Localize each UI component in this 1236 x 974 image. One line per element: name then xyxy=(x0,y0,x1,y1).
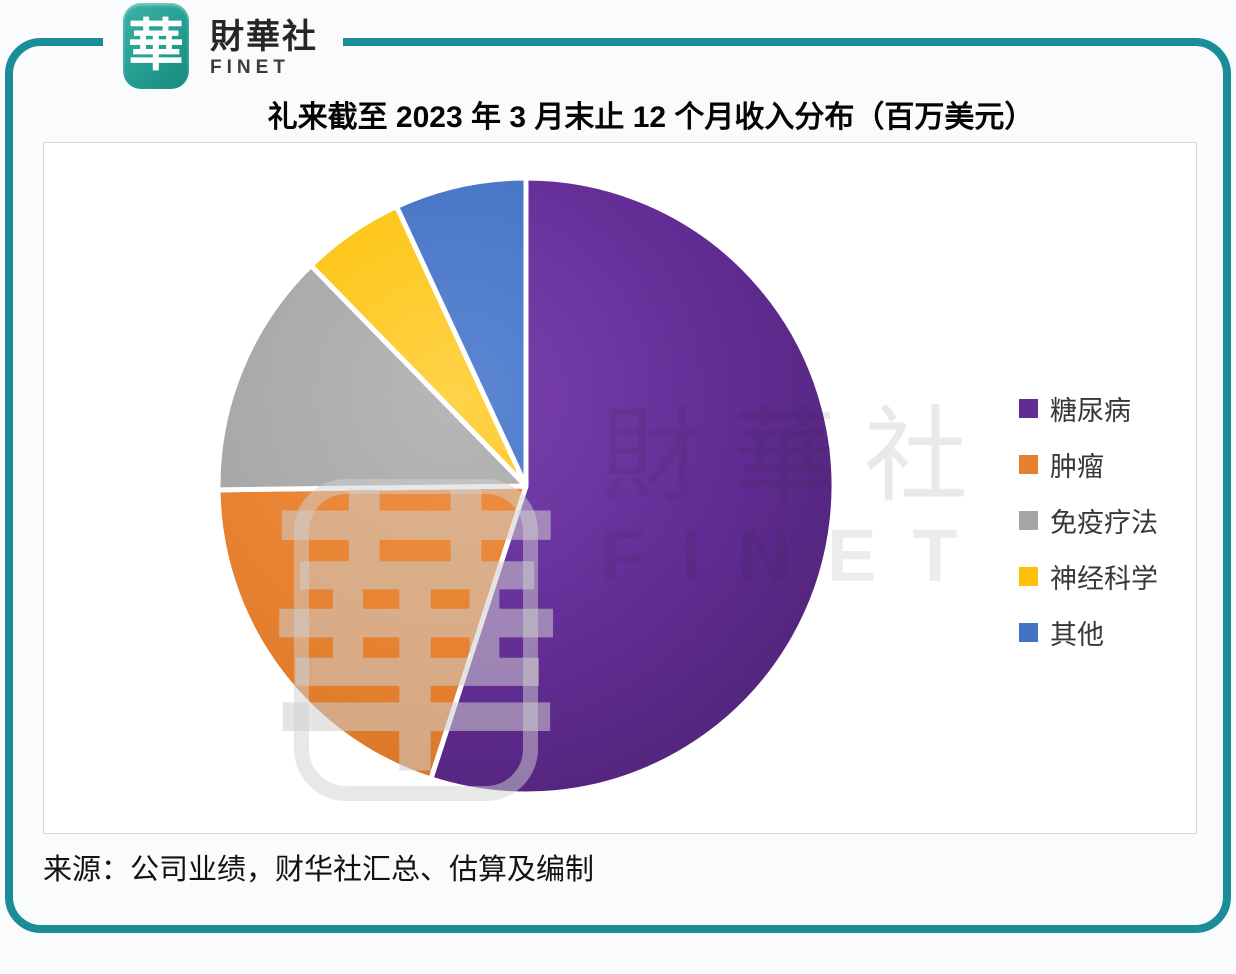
legend-item-other: 其他 xyxy=(1019,613,1158,652)
legend-item-neuroscience: 神经科学 xyxy=(1019,557,1158,596)
finet-logo-icon: 華 xyxy=(123,3,189,89)
brand-name-en: FINET xyxy=(210,57,290,78)
legend-label: 其他 xyxy=(1050,620,1104,650)
legend-item-diabetes: 糖尿病 xyxy=(1019,389,1158,428)
chart-title: 礼来截至 2023 年 3 月末止 12 个月收入分布（百万美元） xyxy=(267,101,1035,134)
legend-label: 糖尿病 xyxy=(1050,396,1131,426)
legend-label: 免疫疗法 xyxy=(1050,508,1158,538)
legend-label: 肿瘤 xyxy=(1050,452,1104,482)
brand-name: 財華社 FINET xyxy=(210,20,318,77)
finet-logo-glyph: 華 xyxy=(128,14,184,77)
source-note: 来源：公司业绩，财华社汇总、估算及编制 xyxy=(43,854,595,886)
chart-plot-area: 華 財華社 FINET 糖尿病 肿瘤 免疫疗法 神经科学 其他 xyxy=(43,142,1197,834)
legend-label: 神经科学 xyxy=(1050,564,1158,594)
legend-swatch-icon xyxy=(1019,399,1038,418)
legend-swatch-icon xyxy=(1019,455,1038,474)
pie-slice-2 xyxy=(215,262,529,493)
brand-name-zh: 財華社 xyxy=(210,18,318,56)
legend-swatch-icon xyxy=(1019,567,1038,586)
chart-legend: 糖尿病 肿瘤 免疫疗法 神经科学 其他 xyxy=(1019,389,1158,652)
legend-item-immunotherapy: 免疫疗法 xyxy=(1019,501,1158,540)
pie-slice-4 xyxy=(394,175,529,489)
legend-item-oncology: 肿瘤 xyxy=(1019,445,1158,484)
legend-swatch-icon xyxy=(1019,623,1038,642)
legend-swatch-icon xyxy=(1019,511,1038,530)
